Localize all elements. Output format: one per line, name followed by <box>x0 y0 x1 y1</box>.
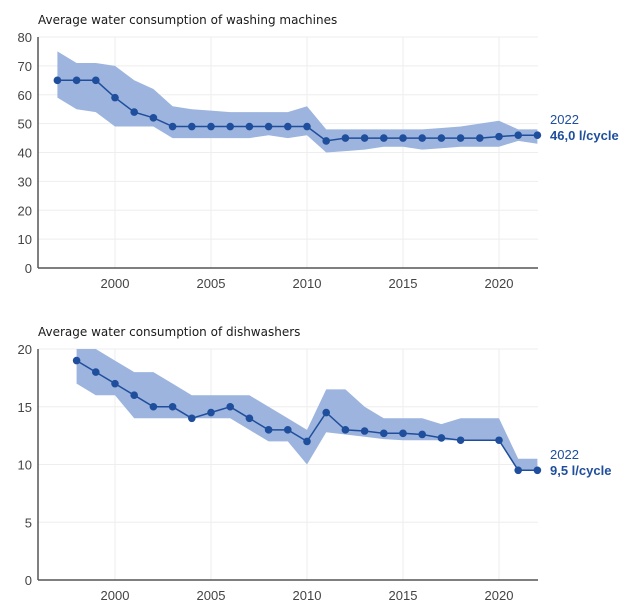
data-point <box>72 76 81 85</box>
annotation-year: 2022 <box>550 447 579 462</box>
y-tick-label: 5 <box>25 515 32 530</box>
data-point <box>226 402 234 411</box>
y-tick-label: 80 <box>18 30 32 45</box>
data-point <box>360 134 369 142</box>
data-point <box>476 134 484 142</box>
data-point <box>130 108 138 116</box>
y-tick-label: 10 <box>18 458 32 473</box>
y-tick-label: 15 <box>18 400 32 415</box>
data-point <box>303 122 311 131</box>
y-tick-label: 70 <box>18 59 32 74</box>
washing-machine-chart: Average water consumption of washing mac… <box>18 13 619 291</box>
data-point <box>456 436 465 445</box>
data-point <box>264 122 273 131</box>
x-tick-label: 2000 <box>101 276 130 291</box>
data-point <box>514 131 522 139</box>
x-tick-label: 2010 <box>293 276 322 291</box>
y-axis-ticks: 0 5 10 15 20 <box>18 342 32 588</box>
data-point <box>245 122 254 131</box>
data-point <box>303 437 311 446</box>
series-points <box>72 356 542 475</box>
y-tick-label: 50 <box>18 117 32 132</box>
data-point <box>341 134 350 142</box>
annotation-year: 2022 <box>550 112 579 127</box>
data-point <box>149 402 158 411</box>
data-point <box>380 134 388 142</box>
data-point <box>207 122 215 131</box>
data-point <box>495 436 503 445</box>
x-tick-label: 2000 <box>101 588 130 603</box>
range-band <box>76 349 538 471</box>
data-point <box>533 131 542 139</box>
data-point <box>341 426 350 434</box>
y-tick-label: 20 <box>18 342 32 357</box>
data-point <box>418 430 427 439</box>
chart-title: Average water consumption of dishwashers <box>38 325 300 339</box>
data-point <box>284 426 292 434</box>
data-point <box>437 434 446 442</box>
x-tick-label: 2020 <box>485 588 514 603</box>
data-point <box>168 122 177 131</box>
dishwasher-chart: Average water consumption of dishwashers… <box>18 325 612 603</box>
annotation-value: 9,5 l/cycle <box>550 463 611 478</box>
y-axis-ticks: 0 10 20 30 40 50 60 70 80 <box>18 30 32 276</box>
series-points <box>53 76 542 145</box>
data-point <box>168 402 177 411</box>
annotation-value: 46,0 l/cycle <box>550 128 619 143</box>
x-axis-ticks: 2000 2005 2010 2015 2020 <box>101 276 514 291</box>
data-point <box>72 356 81 365</box>
data-point <box>130 391 138 400</box>
data-point <box>495 132 503 141</box>
y-tick-label: 0 <box>25 573 32 588</box>
data-point <box>207 408 215 417</box>
data-point <box>226 122 234 131</box>
data-point <box>437 134 446 142</box>
y-tick-label: 20 <box>18 203 32 218</box>
data-point <box>284 122 292 131</box>
x-axis-ticks: 2000 2005 2010 2015 2020 <box>101 588 514 603</box>
data-point <box>53 76 62 85</box>
data-point <box>514 466 522 475</box>
data-point <box>188 414 196 423</box>
y-tick-label: 10 <box>18 232 32 247</box>
data-point <box>111 379 119 388</box>
data-point <box>92 76 100 85</box>
data-point <box>399 429 407 438</box>
y-tick-label: 0 <box>25 261 32 276</box>
data-point <box>92 368 100 376</box>
x-tick-label: 2005 <box>197 588 226 603</box>
x-tick-label: 2015 <box>389 276 418 291</box>
data-point <box>322 408 331 417</box>
data-point <box>456 134 465 142</box>
data-point <box>533 466 542 475</box>
grid <box>38 348 538 580</box>
data-point <box>399 134 407 142</box>
x-tick-label: 2020 <box>485 276 514 291</box>
range-band <box>57 51 538 153</box>
data-point <box>418 134 427 142</box>
x-tick-label: 2010 <box>293 588 322 603</box>
data-point <box>360 427 369 435</box>
data-point <box>245 414 254 423</box>
y-tick-label: 40 <box>18 146 32 161</box>
x-tick-label: 2005 <box>197 276 226 291</box>
data-point <box>111 93 119 102</box>
data-point <box>264 426 273 434</box>
y-tick-label: 60 <box>18 88 32 103</box>
data-point <box>322 137 331 145</box>
data-point <box>149 114 158 122</box>
data-point <box>188 122 196 131</box>
y-tick-label: 30 <box>18 174 32 189</box>
chart-title: Average water consumption of washing mac… <box>38 13 337 27</box>
x-tick-label: 2015 <box>389 588 418 603</box>
data-point <box>380 429 388 438</box>
